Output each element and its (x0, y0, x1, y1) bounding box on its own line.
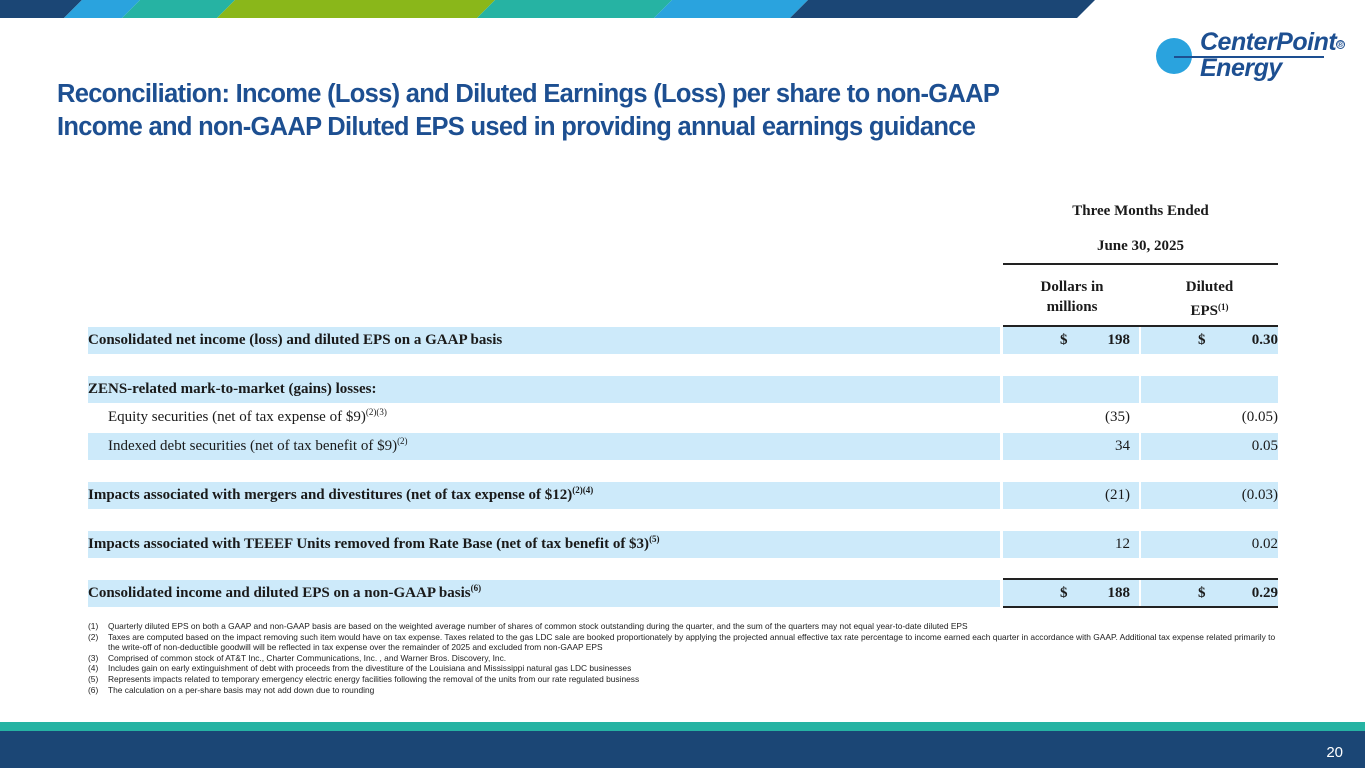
row-label-text: Consolidated income and diluted EPS on a… (88, 585, 471, 601)
column-header-dollars-line-1: Dollars in (1040, 279, 1104, 295)
row-dollars-value: 188 (1107, 585, 1131, 601)
footnote-4: (4) Includes gain on early extinguishment… (88, 663, 1288, 674)
row-label: Indexed debt securities (net of tax bene… (88, 433, 1000, 460)
page-title: Reconciliation: Income (Loss) and Dilute… (57, 78, 1137, 144)
footnote-text: Taxes are computed based on the impact r… (108, 631, 1276, 653)
row-eps: 0.05 (1141, 433, 1278, 460)
row-footnote-ref: (2)(3) (365, 407, 387, 417)
table-row-equity-securities: Equity securities (net of tax expense of… (88, 404, 1278, 431)
dollar-sign: $ (1198, 332, 1206, 348)
total-rule (1003, 578, 1278, 580)
logo-word-1: CenterPoint (1200, 28, 1337, 56)
row-eps: 0.02 (1141, 531, 1278, 558)
registered-mark: ® (1336, 40, 1345, 49)
table-row-indexed-debt: Indexed debt securities (net of tax bene… (88, 433, 1278, 460)
column-header-dollars-line-2: millions (1046, 299, 1098, 315)
footnote-number: (3) (88, 652, 99, 663)
footnote-text: Comprised of common stock of AT&T Inc., … (108, 652, 507, 663)
bottom-decorative-stripe (0, 722, 1365, 731)
row-dollars-value: 198 (1107, 332, 1131, 348)
logo-line (1174, 56, 1324, 58)
row-dollars: (21) (1003, 482, 1139, 509)
table-row-gaap: Consolidated net income (loss) and dilut… (88, 327, 1278, 354)
table-row-teeef: Impacts associated with TEEEF Units remo… (88, 531, 1278, 558)
footnote-6: (6) The calculation on a per-share basis … (88, 685, 1288, 696)
page-title-line-1: Reconciliation: Income (Loss) and Dilute… (57, 80, 1000, 108)
column-header-eps-footnote: (1) (1218, 302, 1229, 312)
footnote-text: Represents impacts related to temporary … (108, 673, 640, 684)
footnote-text: Quarterly diluted EPS on both a GAAP and… (108, 621, 968, 631)
row-dollars (1003, 376, 1139, 403)
row-label: Impacts associated with mergers and dive… (88, 482, 1000, 509)
row-eps: $0.30 (1141, 327, 1278, 354)
row-footnote-ref: (5) (649, 534, 660, 544)
row-label-text: Impacts associated with mergers and dive… (88, 487, 573, 503)
dollar-sign: $ (1060, 332, 1068, 348)
row-eps: (0.05) (1241, 409, 1278, 425)
period-header-line-2: June 30, 2025 (1096, 238, 1185, 254)
page-title-line-2: Income and non-GAAP Diluted EPS used in … (57, 113, 976, 141)
column-header-dollars: Dollars in millions (1003, 277, 1141, 317)
footnotes: (1) Quarterly diluted EPS on both a GAAP … (88, 621, 1288, 695)
row-footnote-ref: (6) (470, 583, 482, 593)
row-eps-value: 0.30 (1251, 332, 1278, 348)
dollar-sign: $ (1060, 585, 1068, 601)
row-dollars: 12 (1003, 531, 1139, 558)
period-header-line-1: Three Months Ended (1072, 203, 1209, 219)
column-header-eps-line-1: Diluted (1185, 279, 1234, 295)
footnote-number: (1) (88, 621, 99, 631)
footnote-2: (2) Taxes are computed based on the impac… (88, 632, 1288, 653)
row-dollars: $198 (1003, 327, 1139, 354)
row-footnote-ref: (2)(4) (572, 485, 594, 495)
row-eps-value: 0.29 (1251, 585, 1278, 601)
footnote-number: (4) (88, 663, 99, 674)
total-rule-bottom (1003, 606, 1278, 608)
footnote-number: (6) (88, 684, 99, 695)
footnote-1: (1) Quarterly diluted EPS on both a GAAP … (88, 621, 1288, 632)
header-rule-bottom (1003, 325, 1278, 327)
row-eps (1141, 376, 1278, 403)
row-dollars: (35) (1105, 409, 1130, 425)
column-header-eps-text: EPS (1190, 303, 1218, 319)
page-number: 20 (1326, 744, 1343, 761)
column-header-eps: Diluted EPS(1) (1141, 277, 1278, 321)
footnote-text: Includes gain on early extinguishment of… (108, 663, 632, 674)
footnote-5: (5) Represents impacts related to tempora… (88, 674, 1288, 685)
company-logo: CenterPoint Energy ® (1150, 28, 1350, 96)
row-footnote-ref: (2) (397, 436, 408, 446)
row-dollars: 34 (1003, 433, 1139, 460)
footnote-3: (3) Comprised of common stock of AT&T Inc… (88, 653, 1288, 664)
dollar-sign: $ (1198, 585, 1206, 601)
table-row-non-gaap: Consolidated income and diluted EPS on a… (88, 580, 1278, 607)
row-eps: $0.29 (1141, 580, 1278, 607)
table-row-mergers: Impacts associated with mergers and dive… (88, 482, 1278, 509)
row-label-text: Impacts associated with TEEEF Units remo… (88, 536, 650, 552)
footer-band (0, 731, 1365, 768)
footnote-text: The calculation on a per-share basis may… (108, 684, 375, 695)
row-label: Equity securities (net of tax expense of… (88, 404, 1000, 431)
row-label: Consolidated income and diluted EPS on a… (88, 580, 1000, 607)
row-label: Consolidated net income (loss) and dilut… (88, 327, 1000, 354)
logo-word-2: Energy (1200, 54, 1282, 82)
footnote-number: (5) (88, 673, 99, 684)
row-eps: (0.03) (1141, 482, 1278, 509)
row-dollars: $188 (1003, 580, 1139, 607)
row-label: Impacts associated with TEEEF Units remo… (88, 531, 1000, 558)
row-label-text: Equity securities (net of tax expense of… (108, 409, 366, 425)
column-header-eps-line-2: EPS(1) (1141, 297, 1278, 321)
header-rule (1003, 263, 1278, 265)
table-row-zens-header: ZENS-related mark-to-market (gains) loss… (88, 376, 1278, 403)
row-label: ZENS-related mark-to-market (gains) loss… (88, 376, 1000, 403)
row-label-text: Indexed debt securities (net of tax bene… (108, 438, 398, 454)
top-decorative-stripe (0, 0, 1365, 18)
footnote-number: (2) (88, 631, 99, 642)
